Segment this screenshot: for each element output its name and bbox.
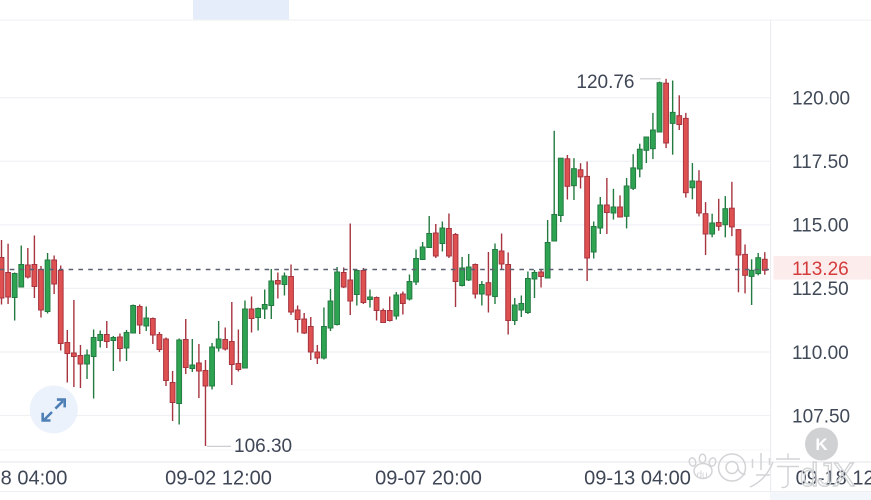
- svg-text:09-18 12:00: 09-18 12:00: [796, 468, 871, 490]
- svg-text:120.76: 120.76: [576, 72, 634, 93]
- svg-text:K: K: [815, 435, 828, 454]
- svg-text:117.50: 117.50: [792, 152, 849, 173]
- svg-text:106.30: 106.30: [234, 436, 292, 457]
- svg-text:115.00: 115.00: [792, 216, 849, 237]
- svg-text:09-02 12:00: 09-02 12:00: [165, 468, 272, 490]
- svg-text:09-07 20:00: 09-07 20:00: [375, 468, 482, 490]
- svg-text:08-28 04:00: 08-28 04:00: [0, 468, 67, 490]
- svg-text:dJX: dJX: [800, 456, 855, 493]
- svg-text:107.50: 107.50: [792, 406, 850, 427]
- svg-text:113.26: 113.26: [792, 259, 849, 280]
- svg-text:09-13 04:00: 09-13 04:00: [584, 468, 691, 490]
- svg-text:120.00: 120.00: [792, 89, 850, 110]
- svg-text:112.50: 112.50: [792, 279, 849, 300]
- svg-text:du: du: [697, 470, 708, 481]
- svg-text:110.00: 110.00: [792, 343, 849, 364]
